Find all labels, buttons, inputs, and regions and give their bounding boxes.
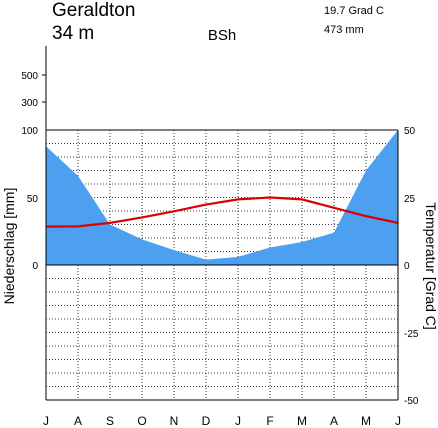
- month-label: M: [297, 414, 307, 428]
- month-label: J: [235, 414, 241, 428]
- temperature-line-layer: [45, 196, 399, 228]
- left-tick-label: 0: [32, 261, 38, 272]
- month-label: J: [43, 414, 49, 428]
- right-tick-label: -25: [404, 329, 419, 340]
- month-label: A: [74, 414, 82, 428]
- month-label: A: [330, 414, 338, 428]
- station-elevation: 34 m: [52, 23, 94, 44]
- annual-precipitation: 473 mm: [324, 24, 364, 36]
- koppen-class: BSh: [208, 27, 236, 44]
- month-label: O: [137, 414, 146, 428]
- month-label: N: [170, 414, 179, 428]
- temperature-line: [45, 196, 399, 228]
- right-tick-label: 50: [404, 126, 416, 137]
- left-tick-label: 50: [27, 194, 39, 205]
- station-name: Geraldton: [52, 0, 135, 21]
- right-tick-label: 25: [404, 194, 416, 205]
- month-label: M: [361, 414, 371, 428]
- month-label: J: [395, 414, 401, 428]
- frame: [45, 46, 399, 401]
- month-label: D: [202, 414, 211, 428]
- precipitation-area: [46, 130, 398, 265]
- left-tick-label: 300: [21, 98, 38, 109]
- y-axis-right-label: Temperatur [Grad C]: [423, 202, 438, 330]
- mean-temperature: 19.7 Grad C: [324, 5, 384, 17]
- month-label: F: [266, 414, 273, 428]
- right-tick-label: 0: [404, 261, 410, 272]
- y-axis-left-label: Niederschlag [mm]: [1, 188, 17, 305]
- precipitation-area-layer: [46, 130, 398, 265]
- right-tick-label: -50: [404, 396, 419, 407]
- left-tick-label: 500: [21, 71, 38, 82]
- left-tick-label: 100: [21, 126, 38, 137]
- month-label: S: [106, 414, 114, 428]
